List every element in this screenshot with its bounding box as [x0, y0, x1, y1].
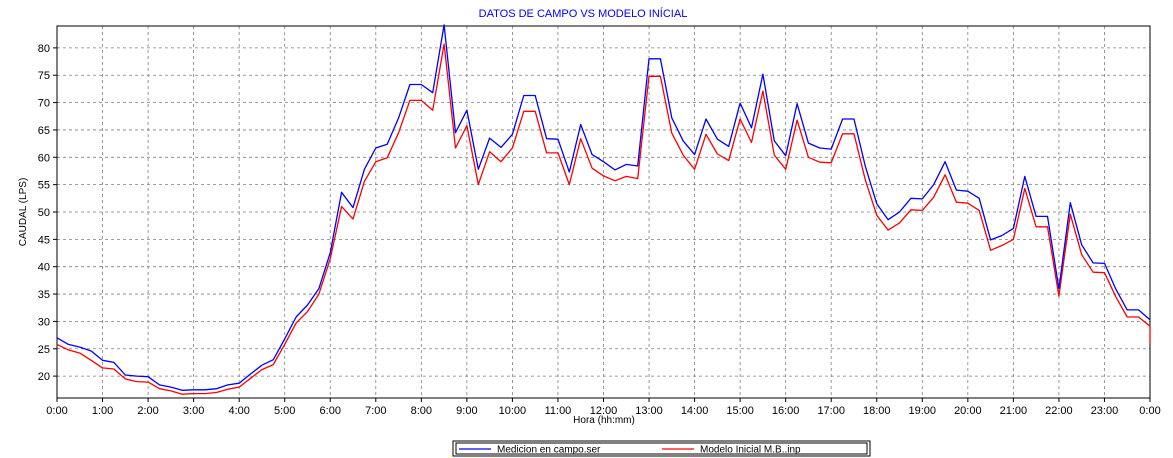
y-tick-label: 50	[38, 207, 50, 219]
x-axis-label: Hora (hh:mm)	[573, 415, 635, 426]
legend-box	[452, 440, 871, 457]
y-tick-label: 30	[38, 316, 50, 328]
chart-title: DATOS DE CAMPO VS MODELO INÍCIAL	[479, 7, 688, 20]
series-lines	[56, 24, 1151, 395]
x-tick-label: 17:00	[817, 405, 845, 417]
series-line-medicion	[56, 24, 1151, 391]
legend-label-modelo: Modelo Inicial M.B..inp	[700, 445, 801, 456]
x-tick-label: 2:00	[137, 405, 158, 417]
y-tick-label: 60	[38, 152, 50, 164]
y-tick-label: 75	[38, 70, 50, 82]
x-tick-label: 16:00	[772, 405, 800, 417]
y-tick-label: 65	[38, 125, 50, 137]
x-tick-label: 15:00	[726, 405, 754, 417]
x-tick-label: 5:00	[274, 405, 295, 417]
y-tick-label: 25	[38, 344, 50, 356]
x-tick-label: 14:00	[681, 405, 709, 417]
x-tick-label: 13:00	[635, 405, 663, 417]
y-tick-label: 40	[38, 262, 50, 274]
x-tick-label: 23:00	[1091, 405, 1119, 417]
x-tick-label: 3:00	[183, 405, 204, 417]
x-tick-label: 21:00	[1000, 405, 1028, 417]
legend-label-medicion: Medicion en campo.ser	[497, 445, 601, 456]
x-tick-label: 8:00	[411, 405, 432, 417]
y-tick-label: 70	[38, 98, 50, 110]
grid-lines	[57, 26, 1150, 398]
x-tick-label: 19:00	[909, 405, 937, 417]
x-axis: 0:00 1:00 2:00 3:00 4:00 5:00 6:00 7:00 8:00 9:00…	[46, 398, 1161, 417]
x-tick-label: 6:00	[320, 405, 341, 417]
y-tick-label: 55	[38, 180, 50, 192]
legend-inner-box	[455, 442, 868, 455]
x-tick-label: 18:00	[863, 405, 891, 417]
x-tick-label: 0:00	[1139, 405, 1160, 417]
legend: Medicion en campo.ser Modelo Inicial M.B…	[452, 440, 871, 457]
x-tick-label: 0:00	[46, 405, 67, 417]
x-tick-label: 9:00	[456, 405, 477, 417]
y-axis: 20 25 30 35 40 45 50 55 60 65 70 75 80	[38, 43, 57, 383]
x-tick-label: 22:00	[1045, 405, 1073, 417]
series-line-modelo	[56, 43, 1151, 395]
x-tick-label: 20:00	[954, 405, 982, 417]
y-tick-label: 20	[38, 371, 50, 383]
y-tick-label: 80	[38, 43, 50, 55]
y-tick-label: 35	[38, 289, 50, 301]
x-tick-label: 10:00	[499, 405, 527, 417]
y-axis-label: CAUDAL (LPS)	[18, 178, 29, 247]
x-tick-label: 11:00	[545, 405, 572, 417]
x-tick-label: 12:00	[590, 405, 618, 417]
x-tick-label: 7:00	[365, 405, 386, 417]
x-tick-label: 4:00	[228, 405, 249, 417]
x-tick-label: 1:00	[92, 405, 113, 417]
y-tick-label: 45	[38, 234, 50, 246]
